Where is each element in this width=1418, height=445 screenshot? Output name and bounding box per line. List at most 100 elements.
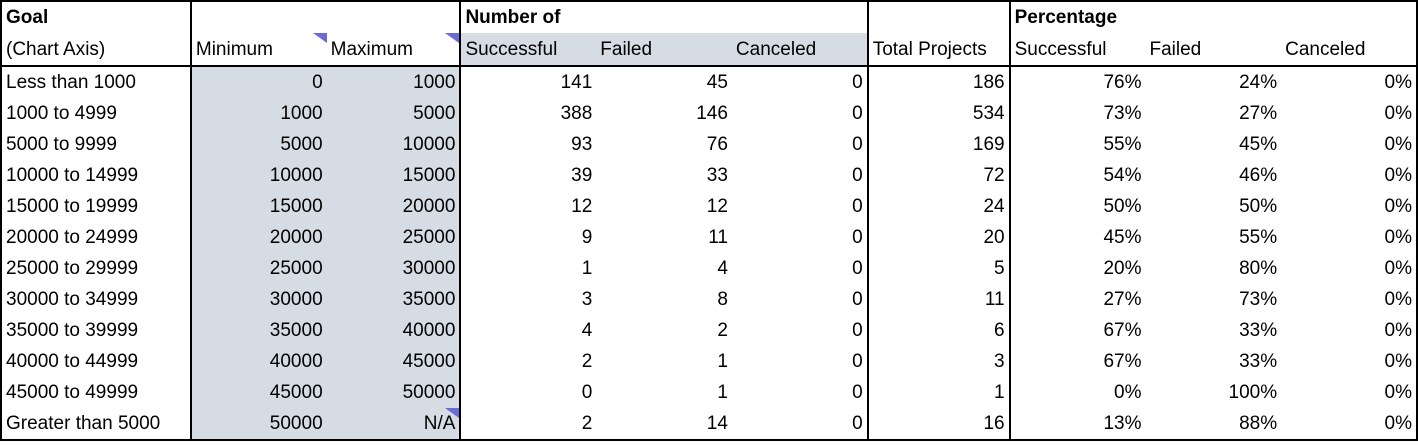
pct-canceled-cell[interactable]: 0% [1281,66,1418,98]
pct-canceled-header-top[interactable] [1281,0,1418,33]
canceled-cell[interactable]: 0 [731,129,869,160]
successful-cell[interactable]: 93 [571,134,593,155]
goal-cell[interactable]: 35000 to 39999 [0,315,191,346]
canceled-header-top[interactable] [731,0,869,33]
maximum-cell[interactable]: 45000 [326,346,462,377]
pct-successful-cell[interactable]: 45% [1103,227,1142,248]
successful-cell[interactable]: 388 [560,103,593,124]
pct-failed-cell[interactable]: 73% [1239,289,1278,310]
canceled-cell[interactable]: 0 [731,377,869,408]
maximum-cell[interactable]: 15000 [326,160,462,191]
canceled-cell[interactable]: 0 [731,160,869,191]
pct-successful-cell[interactable]: 13% [1009,408,1146,441]
canceled-cell[interactable]: 0 [731,284,869,315]
failed-cell[interactable]: 2 [717,320,728,341]
pct-failed-cell[interactable]: 88% [1145,408,1282,441]
goal-cell[interactable]: 10000 to 14999 [0,160,191,191]
failed-cell[interactable]: 4 [717,258,728,279]
goal-cell[interactable]: 30000 to 34999 [0,284,191,315]
successful-cell[interactable]: 3 [581,289,593,310]
goal-cell[interactable]: Greater than 5000 [0,408,191,441]
minimum-cell[interactable]: 25000 [189,253,327,284]
successful-header[interactable]: Successful [460,33,597,67]
canceled-cell[interactable]: 0 [731,253,869,284]
successful-cell[interactable]: 1 [581,258,593,279]
pct-failed-cell[interactable]: 24% [1239,72,1278,93]
pct-successful-cell[interactable]: 73% [1103,103,1142,124]
canceled-cell[interactable]: 0 [731,66,869,98]
failed-cell[interactable]: 14 [596,408,732,441]
failed-cell[interactable]: 12 [706,196,728,217]
minimum-cell[interactable]: 30000 [189,284,327,315]
percentage-header[interactable]: Percentage [1009,0,1146,33]
minimum-cell[interactable]: 0 [189,66,327,98]
failed-cell[interactable]: 1 [717,382,728,403]
maximum-header-top[interactable] [326,0,462,33]
failed-header-top[interactable] [596,0,732,33]
canceled-cell[interactable]: 0 [731,315,869,346]
pct-successful-cell[interactable]: 0% [1114,382,1142,403]
maximum-cell[interactable]: 30000 [326,253,462,284]
pct-failed-cell[interactable]: 50% [1239,196,1278,217]
successful-cell[interactable]: 39 [571,165,593,186]
pct-canceled-cell[interactable]: 0% [1281,191,1418,222]
total-projects-cell[interactable]: 1 [867,377,1011,408]
pct-canceled-cell[interactable]: 0% [1281,129,1418,160]
total-projects-cell[interactable]: 11 [867,284,1011,315]
maximum-cell[interactable]: 25000 [326,222,462,253]
canceled-header[interactable]: Canceled [731,33,869,67]
pct-canceled-header[interactable]: Canceled [1281,33,1418,67]
minimum-header[interactable]: Minimum [189,33,327,67]
minimum-header-top[interactable] [189,0,327,33]
pct-successful-cell[interactable]: 55% [1103,134,1142,155]
minimum-cell[interactable]: 50000 [189,408,327,441]
pct-canceled-cell[interactable]: 0% [1281,253,1418,284]
goal-cell[interactable]: 45000 to 49999 [0,377,191,408]
maximum-cell[interactable]: 20000 [326,191,462,222]
pct-failed-header[interactable]: Failed [1145,33,1282,67]
successful-cell[interactable]: 2 [581,351,593,372]
failed-cell[interactable]: 33 [706,165,728,186]
goal-cell[interactable]: 1000 to 4999 [0,98,191,129]
minimum-cell[interactable]: 15000 [189,191,327,222]
canceled-cell[interactable]: 0 [731,346,869,377]
pct-failed-cell[interactable]: 27% [1239,103,1278,124]
failed-header[interactable]: Failed [596,33,732,67]
goal-cell[interactable]: 25000 to 29999 [0,253,191,284]
total-projects-cell[interactable]: 186 [867,66,1011,98]
goal-cell[interactable]: 20000 to 24999 [0,222,191,253]
pct-failed-cell[interactable]: 55% [1239,227,1278,248]
total-projects-cell[interactable]: 72 [867,160,1011,191]
pct-successful-cell[interactable]: 50% [1103,196,1142,217]
pct-canceled-cell[interactable]: 0% [1281,98,1418,129]
successful-cell[interactable]: 4 [581,320,593,341]
failed-cell[interactable]: 76 [706,134,728,155]
maximum-cell[interactable]: 35000 [326,284,462,315]
goal-cell[interactable]: Less than 1000 [0,66,191,98]
minimum-cell[interactable]: 20000 [189,222,327,253]
successful-cell[interactable]: 9 [581,227,593,248]
total-projects-cell[interactable]: 20 [867,222,1011,253]
maximum-cell[interactable]: 50000 [326,377,462,408]
failed-cell[interactable]: 1 [717,351,728,372]
canceled-cell[interactable]: 0 [731,191,869,222]
total-projects-cell[interactable]: 3 [867,346,1011,377]
pct-canceled-cell[interactable]: 0% [1281,315,1418,346]
pct-successful-cell[interactable]: 76% [1103,72,1142,93]
pct-successful-cell[interactable]: 54% [1103,165,1142,186]
minimum-cell[interactable]: 5000 [189,129,327,160]
pct-successful-cell[interactable]: 67% [1103,351,1142,372]
failed-cell[interactable]: 45 [706,72,728,93]
total-projects-header-top[interactable] [867,0,1011,33]
failed-cell[interactable]: 11 [708,227,728,248]
minimum-cell[interactable]: 1000 [189,98,327,129]
canceled-cell[interactable]: 0 [731,98,869,129]
failed-cell[interactable]: 8 [717,289,728,310]
number-of-header[interactable]: Number of [460,0,597,33]
goal-header[interactable]: Goal [0,0,191,33]
total-projects-cell[interactable]: 6 [867,315,1011,346]
successful-cell[interactable]: 141 [560,72,593,93]
minimum-cell[interactable]: 40000 [189,346,327,377]
successful-cell[interactable]: 12 [571,196,593,217]
pct-canceled-cell[interactable]: 0% [1281,222,1418,253]
